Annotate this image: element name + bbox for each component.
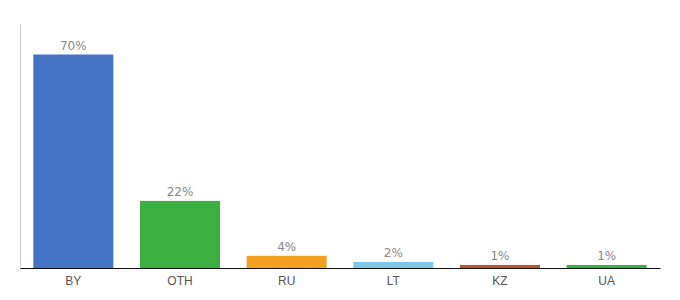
data-label: 70% [60, 39, 87, 53]
x-tick: OTH [167, 274, 192, 288]
x-tick-label: KZ [492, 274, 507, 288]
bars [33, 55, 646, 269]
data-labels: 70% 22% 4% 2% 1% 1% [60, 39, 616, 263]
bar [567, 265, 647, 268]
x-tick-label: BY [65, 274, 81, 288]
chart-container: BY OTH RU LT KZ UA 70% 22% 4% 2% 1% 1% [0, 0, 680, 300]
x-tick-label: OTH [167, 274, 192, 288]
x-tick: UA [598, 274, 615, 288]
bar [33, 55, 113, 269]
bar [140, 201, 220, 268]
x-tick-label: LT [387, 274, 401, 288]
x-tick-label: RU [278, 274, 295, 288]
x-tick: LT [387, 274, 401, 288]
bar [460, 265, 540, 268]
data-label: 22% [167, 185, 194, 199]
y-axis-line [20, 25, 21, 269]
bar [353, 262, 433, 268]
x-tick-label: UA [598, 274, 615, 288]
x-tick: RU [278, 274, 295, 288]
data-label: 2% [384, 246, 403, 260]
x-axis-line [21, 268, 661, 269]
chart-svg: BY OTH RU LT KZ UA 70% 22% 4% 2% 1% 1% [0, 0, 680, 300]
data-label: 1% [490, 249, 509, 263]
data-label: 1% [597, 249, 616, 263]
x-tick: KZ [492, 274, 507, 288]
plot-area: BY OTH RU LT KZ UA 70% 22% 4% 2% 1% 1% [21, 25, 661, 288]
y-axis [20, 25, 21, 269]
x-tick: BY [65, 274, 81, 288]
x-axis: BY OTH RU LT KZ UA [21, 269, 661, 288]
data-label: 4% [277, 240, 296, 254]
bar [247, 256, 327, 268]
